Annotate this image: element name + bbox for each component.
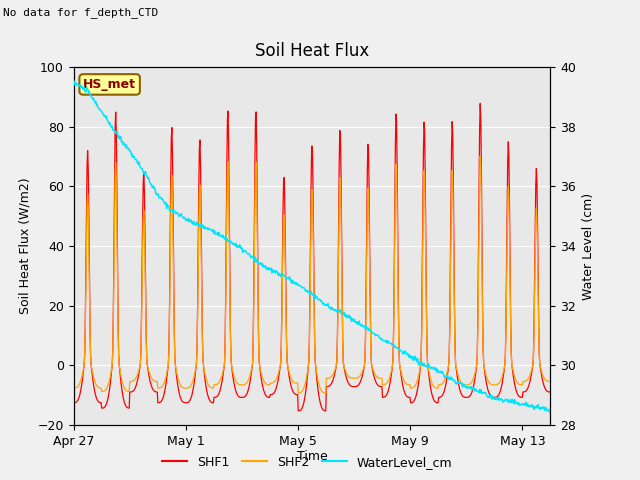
Legend: SHF1, SHF2, WaterLevel_cm: SHF1, SHF2, WaterLevel_cm [157,451,458,474]
Y-axis label: Soil Heat Flux (W/m2): Soil Heat Flux (W/m2) [19,178,32,314]
Text: No data for f_depth_CTD: No data for f_depth_CTD [3,7,159,18]
Y-axis label: Water Level (cm): Water Level (cm) [582,192,595,300]
Text: HS_met: HS_met [83,78,136,91]
X-axis label: Time: Time [296,450,328,463]
Title: Soil Heat Flux: Soil Heat Flux [255,42,369,60]
